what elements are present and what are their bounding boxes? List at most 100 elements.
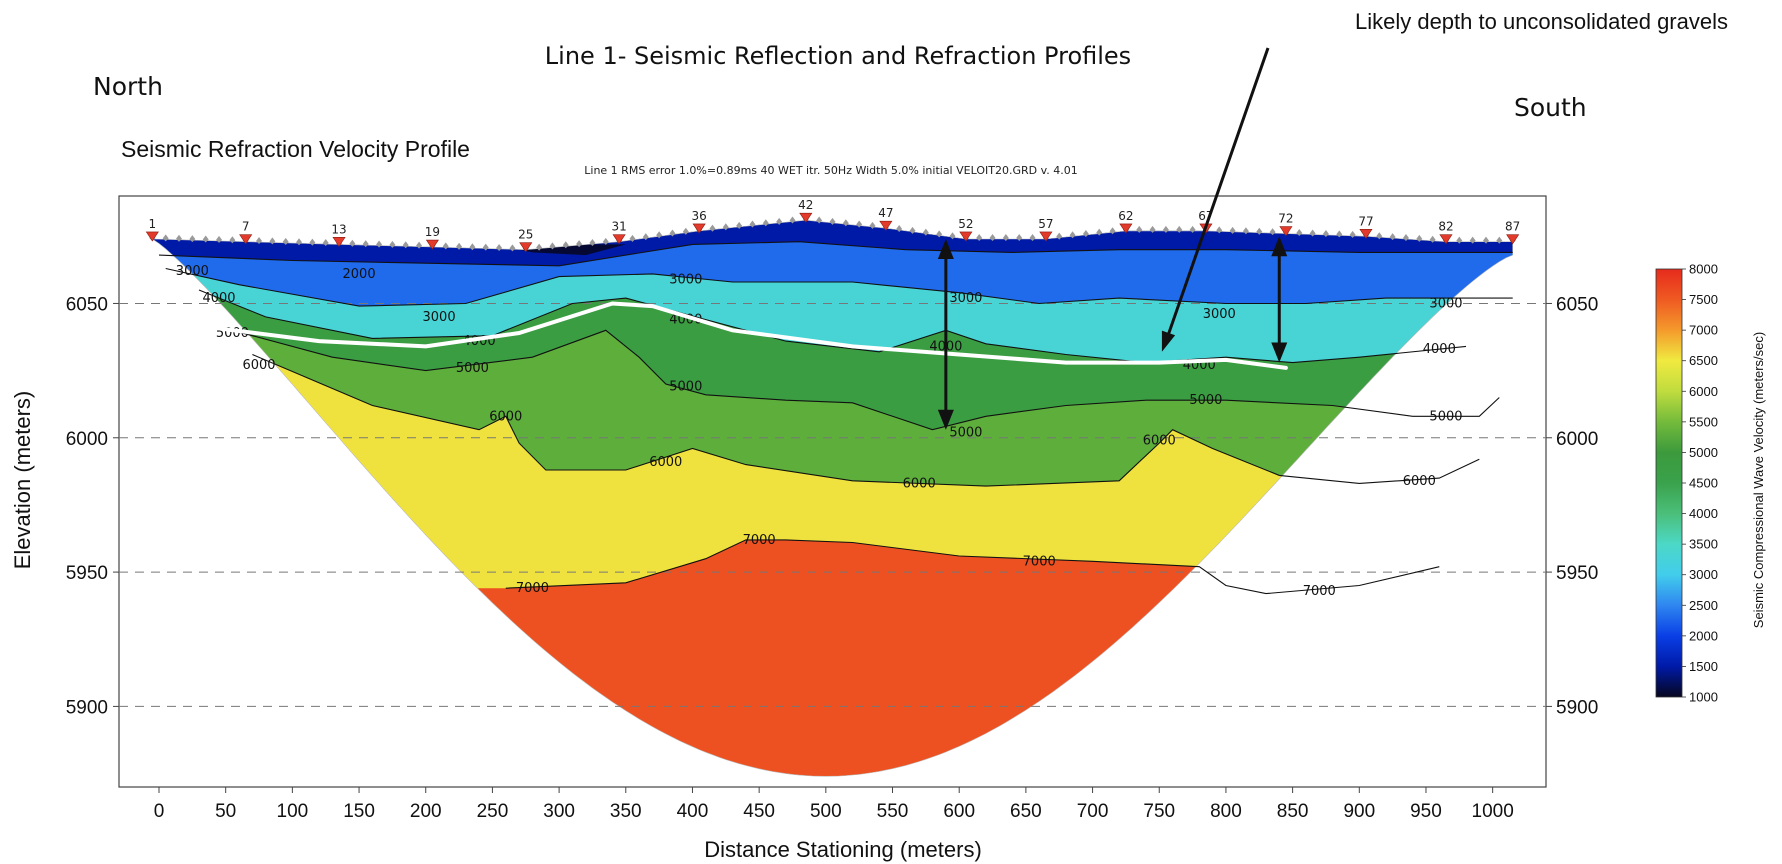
colorbar-tick-label: 8000 [1689,262,1718,277]
x-tick-label: 600 [943,801,975,822]
surface-marker [1069,231,1076,239]
geophone-label: 87 [1505,220,1520,234]
surface-marker [202,235,209,243]
contour-label: 5000 [669,380,702,395]
contour-label: 2000 [343,267,376,282]
geophone-label: 13 [331,222,346,236]
surface-marker [829,217,836,225]
colorbar-tick-label: 1000 [1689,690,1718,705]
surface-marker [656,231,663,239]
contour-line [158,241,1513,267]
y-tick-label-right: 5950 [1556,563,1598,584]
arrow-head [937,409,954,430]
x-tick-label: 350 [610,801,642,822]
depth-arrows [937,47,1288,430]
surface-marker [282,237,289,245]
surface-marker [456,242,463,250]
x-tick-label: 800 [1210,801,1242,822]
contour-label: 3000 [176,264,209,279]
surface-marker [669,229,676,237]
surface-marker [949,232,956,240]
surface-marker [322,238,329,246]
x-tick-label: 50 [215,801,236,822]
x-axis-label: Distance Stationing (meters) [704,837,982,862]
contour-label: 3000 [949,291,982,306]
contour-label: 4000 [669,313,702,328]
surface-marker [1482,236,1489,244]
x-tick-label: 300 [543,801,575,822]
x-tick-label: 0 [154,801,165,822]
chart-title: Line 1- Seismic Reflection and Refractio… [545,42,1131,70]
geophone-marker [1039,231,1053,242]
contour-line [252,353,1480,487]
y-tick-label-right: 6000 [1556,429,1598,450]
geophone-label: 77 [1358,214,1373,228]
surface-marker [229,236,236,244]
colorbar-tick-label: 3500 [1689,537,1718,552]
surface-marker [1162,225,1169,233]
surface-marker [816,216,823,224]
y-tick-label-right: 6050 [1556,294,1598,315]
y-tick-label-left: 6050 [66,294,108,315]
surface-marker [402,241,409,249]
y-tick-label-left: 5950 [66,563,108,584]
surface-marker [642,233,649,241]
surface-marker [736,221,743,229]
geophone-marker [519,242,533,253]
field-outline [151,219,1513,777]
surface-marker [896,225,903,233]
annotation-pointer [1166,47,1270,337]
surface-marker [856,220,863,228]
geophone-marker [612,234,626,245]
x-tick-label: 450 [743,801,775,822]
contour-label: 6000 [489,409,522,424]
x-tick-label: 850 [1277,801,1309,822]
surface-marker [269,237,276,245]
colorbar-tick-label: 2500 [1689,598,1718,613]
plot-frame [118,195,1547,788]
colorbar-tick-label: 5000 [1689,445,1718,460]
geophone-marker [425,239,439,250]
geophone-marker [692,223,706,234]
geophone-label: 31 [611,220,626,234]
surface-marker [1229,226,1236,234]
geophone-label: 19 [425,225,440,239]
y-tick-label-left: 5900 [66,697,108,718]
colorbar-gradient [1655,268,1683,698]
surface-marker [176,234,183,242]
surface-marker [762,219,769,227]
contour-label: 6000 [1403,474,1436,489]
surface-marker [576,240,583,248]
y-tick-label-right: 5900 [1556,697,1598,718]
geophone-marker [959,231,973,242]
surface-marker [1429,235,1436,243]
geophone-label: 25 [518,228,533,242]
colorbar-tick-label: 7500 [1689,292,1718,307]
surface-marker [842,219,849,227]
geophone-marker [1279,226,1293,237]
surface-marker [1456,236,1463,244]
surface-marker [1296,229,1303,237]
surface-marker [376,240,383,248]
geophone-marker [145,231,159,242]
colorbar-tick-label: 1500 [1689,659,1718,674]
contour-label: 6000 [903,476,936,491]
north-label: North [93,72,163,101]
surface-marker [1416,234,1423,242]
surface-marker [1309,229,1316,237]
colorbar-tick-label: 7000 [1689,323,1718,338]
surface-marker [1136,225,1143,233]
contour-label: 5000 [949,425,982,440]
surface-marker [749,220,756,228]
surface-marker [1402,233,1409,241]
contour-label: 7000 [1023,554,1056,569]
geophone-label: 7 [242,220,250,234]
surface-marker [976,233,983,241]
colorbar: 8000 7500 7000 6500 6000 5500 5000 4500 4000 3500… [1655,262,1718,705]
x-tick-label: 200 [410,801,442,822]
surface-marker [722,223,729,231]
surface-marker [362,240,369,248]
contour-label: 4000 [1423,342,1456,357]
colorbar-label: Seismic Compressional Wave Velocity (met… [1751,332,1766,628]
contour-label: 6000 [649,455,682,470]
